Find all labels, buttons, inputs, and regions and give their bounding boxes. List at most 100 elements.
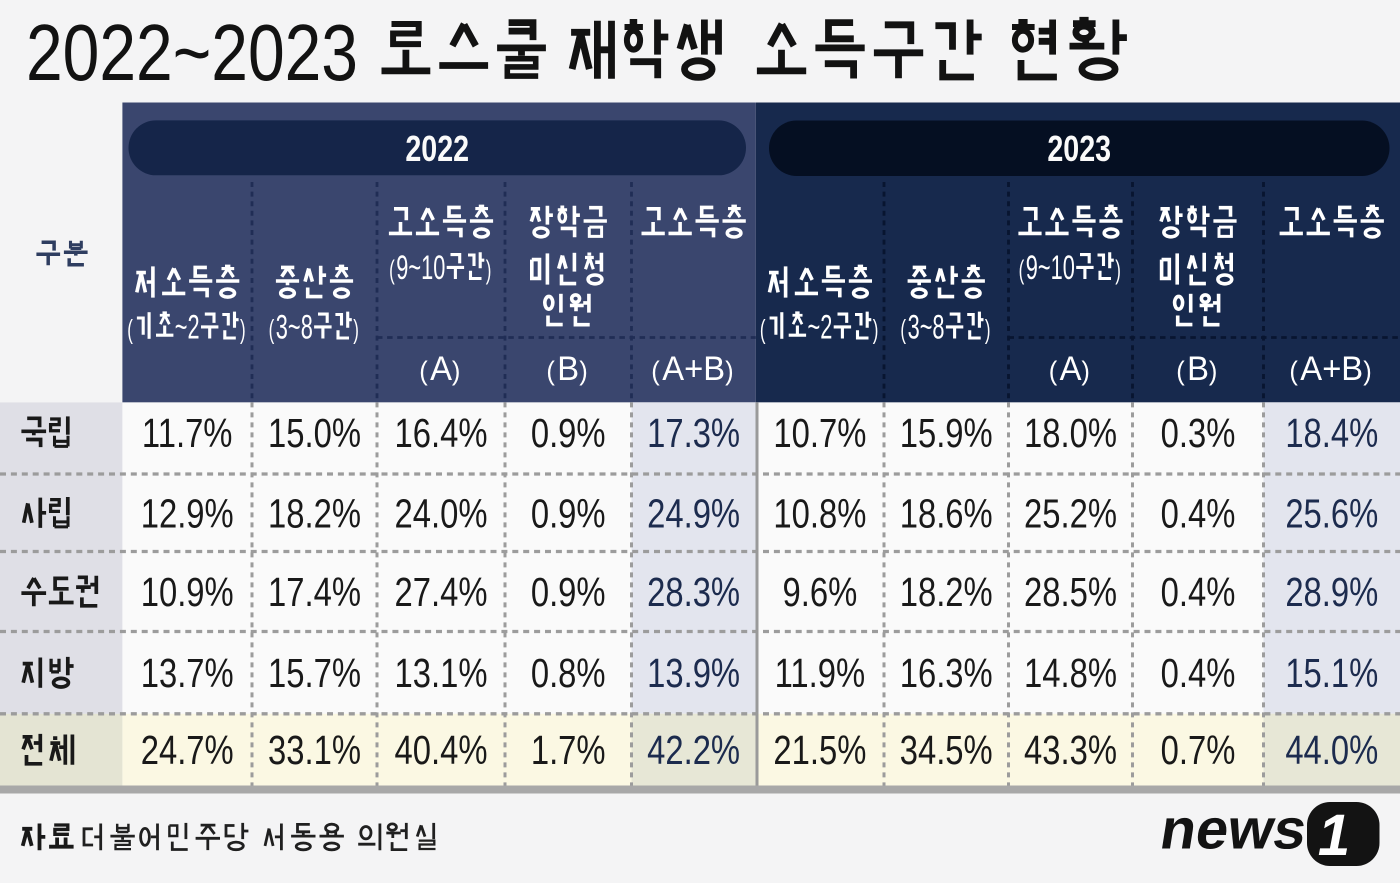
svg-text:3: 3 xyxy=(276,309,288,347)
svg-text:9.6%: 9.6% xyxy=(783,569,858,615)
svg-text:(: ( xyxy=(389,255,395,285)
svg-text:0.8%: 0.8% xyxy=(531,650,606,696)
svg-text:): ) xyxy=(1115,255,1121,285)
svg-text:0.4%: 0.4% xyxy=(1161,490,1236,536)
svg-text:0: 0 xyxy=(1063,249,1075,287)
svg-text:13.1%: 13.1% xyxy=(395,650,488,696)
svg-text:11.7%: 11.7% xyxy=(142,409,233,455)
svg-text:13.7%: 13.7% xyxy=(141,650,234,696)
svg-text:(: ( xyxy=(269,314,275,344)
svg-text:(: ( xyxy=(1289,355,1298,386)
svg-text:): ) xyxy=(486,255,492,285)
svg-text:24.7%: 24.7% xyxy=(141,727,234,773)
svg-text:+: + xyxy=(1322,350,1341,388)
svg-text:(: ( xyxy=(546,355,555,386)
svg-text:): ) xyxy=(985,314,991,344)
svg-text:27.4%: 27.4% xyxy=(395,569,488,615)
svg-text:15.7%: 15.7% xyxy=(268,650,361,696)
svg-text:~: ~ xyxy=(1038,249,1051,287)
svg-text:18.4%: 18.4% xyxy=(1285,409,1378,455)
svg-text:): ) xyxy=(1081,355,1090,386)
svg-text:11.9%: 11.9% xyxy=(775,650,866,696)
svg-text:(: ( xyxy=(900,314,906,344)
svg-text:): ) xyxy=(725,355,734,386)
svg-text:A: A xyxy=(430,350,452,388)
svg-text:~: ~ xyxy=(408,249,421,287)
svg-text:44.0%: 44.0% xyxy=(1285,727,1378,773)
svg-text:(: ( xyxy=(419,355,428,386)
svg-text:10.7%: 10.7% xyxy=(773,409,866,455)
svg-text:B: B xyxy=(1341,350,1363,388)
svg-text:18.2%: 18.2% xyxy=(268,490,361,536)
svg-text:): ) xyxy=(873,314,879,344)
svg-text:): ) xyxy=(452,355,461,386)
svg-text:16.4%: 16.4% xyxy=(395,409,488,455)
svg-text:42.2%: 42.2% xyxy=(647,727,740,773)
svg-text:25.2%: 25.2% xyxy=(1024,490,1117,536)
svg-text:1: 1 xyxy=(1318,803,1350,868)
svg-text:43.3%: 43.3% xyxy=(1024,727,1117,773)
svg-text:24.9%: 24.9% xyxy=(647,490,740,536)
svg-text:A: A xyxy=(662,350,684,388)
svg-text:8: 8 xyxy=(932,309,944,347)
svg-text:(: ( xyxy=(651,355,660,386)
svg-text:40.4%: 40.4% xyxy=(395,727,488,773)
svg-text:news: news xyxy=(1156,798,1311,861)
svg-text:A: A xyxy=(1060,350,1082,388)
svg-text:9: 9 xyxy=(396,249,408,287)
svg-text:0.9%: 0.9% xyxy=(531,409,606,455)
svg-text:14.8%: 14.8% xyxy=(1024,650,1117,696)
svg-text:1.7%: 1.7% xyxy=(531,727,606,773)
svg-text:24.0%: 24.0% xyxy=(395,490,488,536)
svg-text:B: B xyxy=(1187,350,1209,388)
svg-text:33.1%: 33.1% xyxy=(268,727,361,773)
svg-text:(: ( xyxy=(127,314,133,344)
svg-text:0.7%: 0.7% xyxy=(1161,727,1236,773)
svg-text:15.0%: 15.0% xyxy=(268,409,361,455)
svg-text:16.3%: 16.3% xyxy=(900,650,993,696)
svg-text:18.2%: 18.2% xyxy=(900,569,993,615)
svg-text:~: ~ xyxy=(288,309,301,347)
svg-text:34.5%: 34.5% xyxy=(900,727,993,773)
svg-text:+: + xyxy=(684,350,703,388)
svg-text:0.9%: 0.9% xyxy=(531,569,606,615)
svg-text:): ) xyxy=(1363,355,1372,386)
svg-text:17.4%: 17.4% xyxy=(268,569,361,615)
svg-text:~: ~ xyxy=(808,309,821,347)
svg-text:2: 2 xyxy=(188,309,200,347)
svg-text:): ) xyxy=(1209,355,1218,386)
svg-text:21.5%: 21.5% xyxy=(773,727,866,773)
svg-text:8: 8 xyxy=(301,309,313,347)
svg-text:0.4%: 0.4% xyxy=(1161,569,1236,615)
svg-text:28.9%: 28.9% xyxy=(1285,569,1378,615)
svg-text:0.4%: 0.4% xyxy=(1161,650,1236,696)
svg-text:2023: 2023 xyxy=(1047,128,1111,169)
svg-text:12.9%: 12.9% xyxy=(141,490,234,536)
svg-text:18.6%: 18.6% xyxy=(900,490,993,536)
svg-text:(: ( xyxy=(1049,355,1058,386)
svg-text:3: 3 xyxy=(908,309,920,347)
svg-text:2022~2023: 2022~2023 xyxy=(26,8,358,97)
svg-text:10.9%: 10.9% xyxy=(141,569,234,615)
svg-text:(: ( xyxy=(1176,355,1185,386)
svg-text:13.9%: 13.9% xyxy=(647,650,740,696)
svg-text:17.3%: 17.3% xyxy=(647,409,740,455)
svg-text:2: 2 xyxy=(820,309,832,347)
svg-text:18.0%: 18.0% xyxy=(1024,409,1117,455)
svg-text:): ) xyxy=(579,355,588,386)
svg-text:25.6%: 25.6% xyxy=(1285,490,1378,536)
svg-text:0.9%: 0.9% xyxy=(531,490,606,536)
svg-text:(: ( xyxy=(1019,255,1025,285)
svg-text:B: B xyxy=(557,350,579,388)
svg-text:(: ( xyxy=(760,314,766,344)
svg-text:A: A xyxy=(1300,350,1322,388)
svg-text:28.5%: 28.5% xyxy=(1024,569,1117,615)
svg-text:1: 1 xyxy=(1051,249,1063,287)
svg-text:2022: 2022 xyxy=(405,128,469,169)
svg-text:9: 9 xyxy=(1026,249,1038,287)
svg-text:10.8%: 10.8% xyxy=(773,490,866,536)
svg-text:~: ~ xyxy=(920,309,933,347)
svg-text:): ) xyxy=(240,314,246,344)
svg-text:1: 1 xyxy=(421,249,433,287)
svg-text:0: 0 xyxy=(433,249,445,287)
